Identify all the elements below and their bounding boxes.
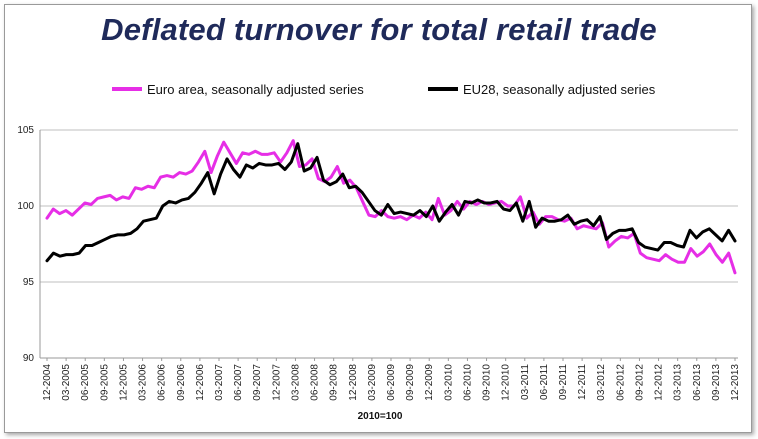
x-tick-label: 09-2011 xyxy=(558,364,569,400)
x-tick-label: 03-2009 xyxy=(367,364,378,401)
chart-frame xyxy=(4,4,752,433)
y-tick-label: 100 xyxy=(17,201,34,212)
x-tick-label: 12-2010 xyxy=(501,364,512,401)
x-tick-label: 09-2012 xyxy=(634,364,645,401)
x-tick-label: 12-2007 xyxy=(271,364,282,401)
legend: Euro area, seasonally adjusted series EU… xyxy=(112,82,656,97)
index-base-note: 2010=100 xyxy=(358,411,403,422)
x-tick-label: 03-2011 xyxy=(520,364,531,400)
x-tick-label: 09-2009 xyxy=(405,364,416,401)
x-tick-label: 06-2013 xyxy=(692,364,703,401)
x-tick-label: 03-2007 xyxy=(214,364,225,401)
series-lines xyxy=(45,139,737,275)
x-tick-label: 09-2010 xyxy=(482,364,493,401)
x-tick-label: 09-2006 xyxy=(176,364,187,401)
x-tick-label: 06-2010 xyxy=(462,364,473,401)
legend-label-euro-area: Euro area, seasonally adjusted series xyxy=(147,82,364,97)
y-tick-label: 95 xyxy=(23,277,35,288)
x-tick-label: 06-2011 xyxy=(539,364,550,400)
x-tick-label: 12-2011 xyxy=(577,364,588,400)
gridlines xyxy=(40,129,738,359)
x-tick-label: 03-2008 xyxy=(290,364,301,401)
x-tick-label: 12-2006 xyxy=(195,364,206,401)
x-tick-label: 09-2005 xyxy=(99,364,110,401)
axes xyxy=(39,130,738,361)
series-line-eu28 xyxy=(45,142,737,263)
series-line-euro-area xyxy=(45,139,737,275)
x-tick-label: 06-2009 xyxy=(386,364,397,401)
x-tick-label: 12-2005 xyxy=(118,364,129,401)
y-tick-label: 105 xyxy=(17,125,34,136)
x-tick-label: 06-2012 xyxy=(615,364,626,401)
x-tick-label: 12-2012 xyxy=(654,364,665,401)
chart-title: Deflated turnover for total retail trade xyxy=(101,12,657,47)
legend-label-eu28: EU28, seasonally adjusted series xyxy=(463,82,656,97)
x-tick-label: 03-2012 xyxy=(596,364,607,401)
x-tick-label: 03-2005 xyxy=(61,364,72,401)
x-axis-ticks: 12-2004 03-2005 06-2005 09-2005 12-2005 03-20… xyxy=(42,364,741,401)
x-tick-label: 06-2006 xyxy=(157,364,168,401)
x-tick-label: 09-2007 xyxy=(252,364,263,401)
x-tick-label: 12-2013 xyxy=(730,364,741,401)
y-tick-label: 90 xyxy=(23,353,35,364)
x-tick-label: 03-2013 xyxy=(673,364,684,401)
x-tick-label: 12-2008 xyxy=(348,364,359,401)
x-tick-label: 09-2013 xyxy=(711,364,722,401)
x-tick-label: 12-2004 xyxy=(42,364,53,401)
x-tick-label: 03-2006 xyxy=(138,364,149,401)
x-tick-label: 06-2005 xyxy=(80,364,91,401)
y-axis-ticks: 90 95 100 105 xyxy=(17,125,34,364)
x-tick-label: 06-2007 xyxy=(233,364,244,401)
x-tick-label: 06-2008 xyxy=(310,364,321,401)
x-tick-label: 03-2010 xyxy=(443,364,454,401)
x-tick-label: 09-2008 xyxy=(329,364,340,401)
x-tick-label: 12-2009 xyxy=(424,364,435,401)
